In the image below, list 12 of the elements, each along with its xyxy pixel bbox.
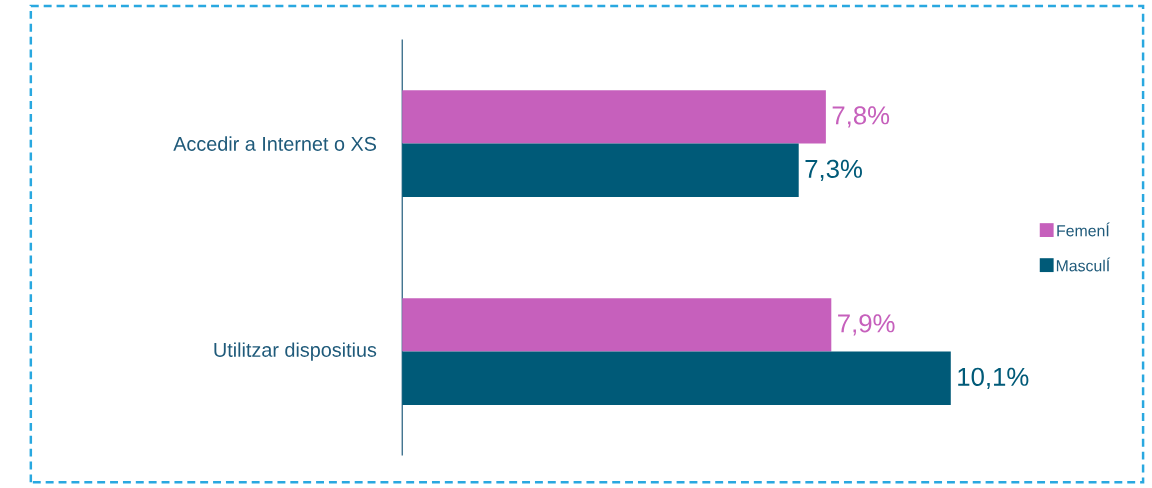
bar bbox=[402, 89, 826, 144]
legend-label: MasculÍ bbox=[1056, 257, 1111, 272]
data-label: 7,3% bbox=[805, 159, 862, 181]
data-label: 7,9% bbox=[838, 314, 895, 336]
bar bbox=[402, 351, 951, 405]
bar bbox=[402, 143, 799, 197]
data-label: 7,8% bbox=[832, 106, 890, 128]
data-label: 10,1% bbox=[958, 367, 1029, 389]
legend-label: FemenÍ bbox=[1057, 222, 1110, 237]
bar bbox=[402, 297, 832, 352]
y-tick-label: Utilitzar dispositius bbox=[214, 342, 377, 361]
y-tick-label: Accedir a Internet o XS bbox=[173, 136, 377, 151]
